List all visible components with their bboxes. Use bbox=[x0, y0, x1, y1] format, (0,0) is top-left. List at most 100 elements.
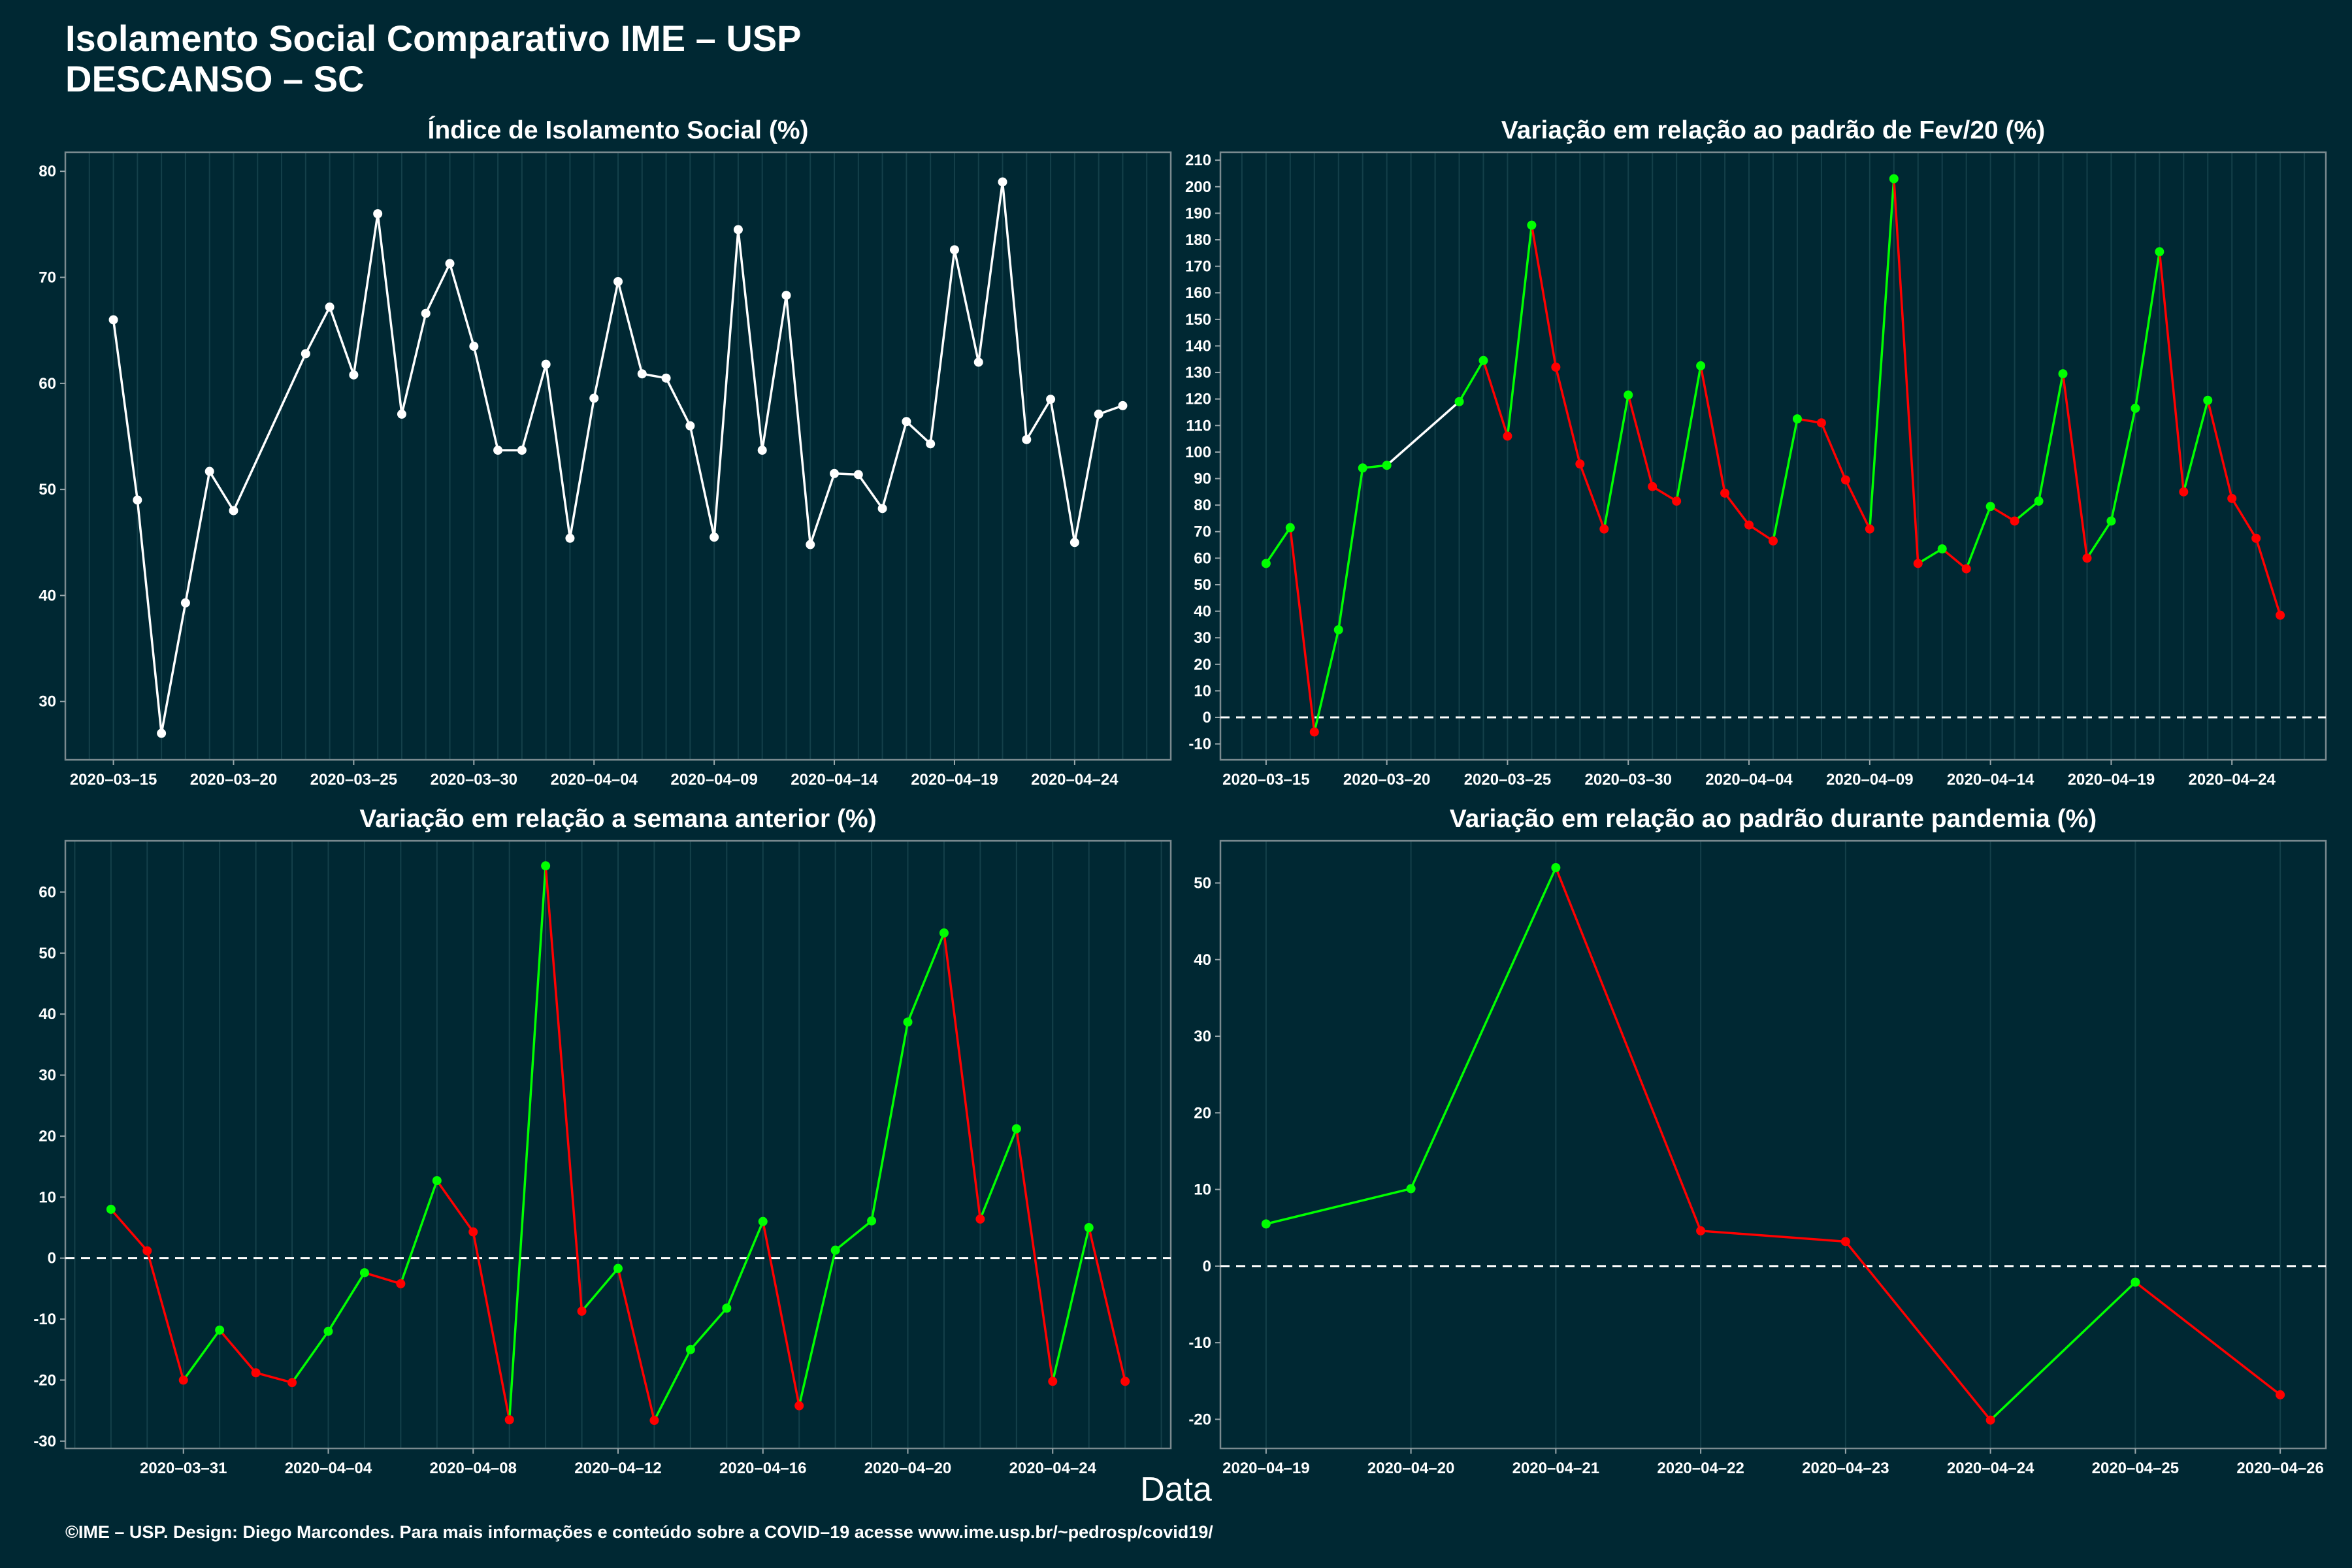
series-segment bbox=[713, 228, 740, 538]
series-segment bbox=[906, 932, 945, 1024]
series-segment bbox=[943, 932, 982, 1220]
data-point bbox=[1070, 538, 1079, 547]
series-segment bbox=[352, 212, 379, 376]
data-point bbox=[180, 598, 190, 608]
series-segment bbox=[2230, 497, 2257, 540]
chart-isolation-index: 30 40 50 60 70 80 2020–03–15 2020–03–20 2020–03–… bbox=[39, 151, 1172, 789]
data-point bbox=[973, 357, 983, 367]
data-point bbox=[2203, 395, 2213, 405]
series-segment bbox=[653, 1348, 692, 1422]
data-point bbox=[613, 1264, 623, 1273]
series-segment bbox=[1844, 1240, 1992, 1422]
data-point bbox=[2131, 1277, 2140, 1287]
series-segment bbox=[508, 864, 547, 1421]
data-point bbox=[758, 1217, 768, 1226]
data-point bbox=[637, 369, 647, 379]
data-point bbox=[1454, 397, 1464, 406]
x-tick-label: 2020–04–12 bbox=[574, 1460, 661, 1477]
x-tick-label: 2020–03–15 bbox=[1222, 771, 1309, 789]
series-segment bbox=[1989, 1281, 2137, 1422]
data-point bbox=[1309, 727, 1319, 737]
x-tick-label: 2020–04–04 bbox=[285, 1460, 372, 1477]
series-segment bbox=[184, 470, 211, 604]
data-point bbox=[1985, 1415, 1995, 1425]
y-tick-label: 0 bbox=[1203, 1258, 1211, 1275]
y-tick-label: 190 bbox=[1185, 204, 1211, 222]
x-tick-label: 2020–04–14 bbox=[791, 771, 878, 789]
data-point bbox=[1478, 355, 1488, 365]
series-segment bbox=[785, 294, 812, 546]
y-tick-label: 40 bbox=[39, 1005, 56, 1023]
data-point bbox=[1118, 400, 1128, 410]
y-tick-label: 80 bbox=[1194, 497, 1211, 514]
series-segment bbox=[1965, 505, 1992, 570]
series-segment bbox=[2134, 250, 2161, 410]
data-point bbox=[1094, 409, 1103, 419]
y-tick-label: 140 bbox=[1185, 337, 1211, 355]
y-tick-label: -20 bbox=[1188, 1411, 1211, 1428]
series-segment bbox=[472, 345, 499, 451]
data-point bbox=[613, 277, 623, 287]
x-tick-label: 2020–03–30 bbox=[431, 771, 517, 789]
data-point bbox=[396, 1279, 406, 1288]
series-segment bbox=[146, 1249, 185, 1382]
data-point bbox=[1084, 1222, 1094, 1232]
series-segment bbox=[1554, 366, 1582, 465]
y-tick-label: -10 bbox=[1188, 736, 1211, 753]
series-segment bbox=[291, 1330, 330, 1384]
data-point bbox=[2227, 493, 2237, 503]
y-tick-label: 120 bbox=[1185, 391, 1211, 408]
data-point bbox=[1406, 1184, 1416, 1194]
data-point bbox=[323, 1326, 333, 1336]
y-tick-label: 200 bbox=[1185, 178, 1211, 196]
series-segment bbox=[1073, 413, 1100, 544]
data-point bbox=[1261, 559, 1271, 568]
series-segment bbox=[182, 1329, 221, 1382]
data-point bbox=[1046, 395, 1056, 404]
data-point bbox=[830, 468, 840, 478]
series-segment bbox=[1627, 393, 1654, 488]
series-segment bbox=[1989, 505, 2016, 523]
x-tick-label: 2020–03–20 bbox=[190, 771, 277, 789]
data-point bbox=[1382, 461, 1392, 470]
data-point bbox=[949, 245, 959, 255]
data-point bbox=[349, 370, 359, 380]
data-point bbox=[215, 1325, 225, 1335]
panel-title-feb-variation: Variação em relação ao padrão de Fev/20 … bbox=[1501, 116, 2046, 144]
series-segment bbox=[1820, 421, 1847, 482]
y-tick-label: 50 bbox=[39, 481, 56, 498]
x-tick-label: 2020–04–04 bbox=[550, 771, 638, 789]
x-tick-label: 2020–04–16 bbox=[719, 1460, 806, 1477]
y-tick-label: 50 bbox=[39, 945, 56, 962]
x-tick-label: 2020–04–22 bbox=[1657, 1460, 1744, 1477]
data-point bbox=[589, 393, 599, 403]
y-tick-label: 20 bbox=[1194, 656, 1211, 674]
series-segment bbox=[737, 228, 764, 451]
y-tick-label: -10 bbox=[1188, 1334, 1211, 1352]
data-point bbox=[1720, 488, 1730, 498]
x-tick-label: 2020–04–04 bbox=[1705, 771, 1793, 789]
data-point bbox=[1285, 523, 1295, 532]
series-segment bbox=[1337, 466, 1364, 631]
data-point bbox=[1961, 564, 1971, 574]
x-tick-label: 2020–04–24 bbox=[1009, 1460, 1097, 1477]
data-point bbox=[251, 1368, 261, 1378]
series-segment bbox=[521, 363, 547, 451]
data-point bbox=[1769, 536, 1778, 546]
series-segment bbox=[232, 352, 307, 512]
data-point bbox=[1840, 1237, 1850, 1247]
series-segment bbox=[1049, 398, 1076, 544]
series-segment bbox=[905, 420, 932, 446]
data-point bbox=[2276, 610, 2285, 620]
data-point bbox=[517, 446, 527, 455]
series-segment bbox=[1289, 526, 1316, 734]
series-segment bbox=[544, 864, 583, 1313]
data-point bbox=[649, 1416, 659, 1426]
y-tick-label: -20 bbox=[33, 1371, 56, 1389]
footer-credits: ©IME – USP. Design: Diego Marcondes. Par… bbox=[65, 1522, 1213, 1542]
data-point bbox=[1333, 625, 1343, 635]
data-point bbox=[1937, 544, 1947, 554]
series-segment bbox=[136, 498, 163, 735]
series-segment bbox=[1015, 1127, 1054, 1383]
series-segment bbox=[112, 318, 139, 502]
